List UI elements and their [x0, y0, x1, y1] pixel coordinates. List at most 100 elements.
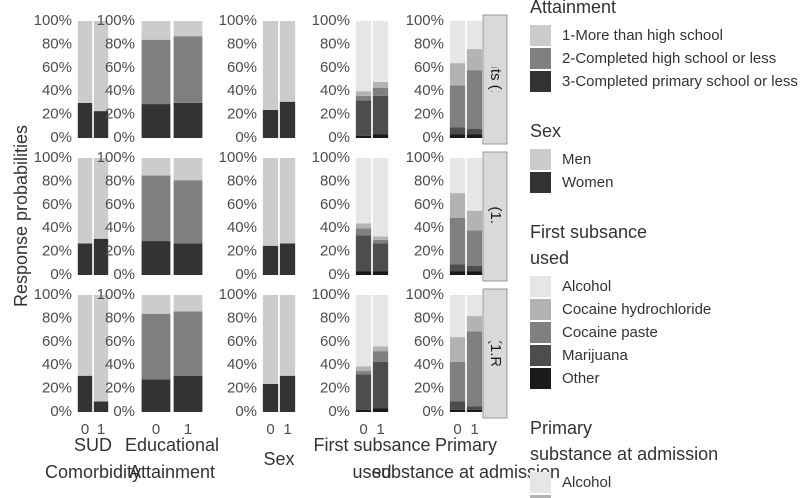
bar-segment [449, 264, 466, 272]
x-axis-title: Educational [125, 435, 219, 455]
bar-segment [77, 295, 93, 376]
bar-segment [77, 375, 93, 412]
bar-segment [372, 239, 389, 244]
y-tick-label: 80% [414, 35, 444, 52]
legend-title: substance at admission [530, 444, 718, 464]
bar-segment [372, 21, 389, 82]
legend-label: Men [562, 151, 591, 168]
bar-segment [372, 271, 389, 275]
y-tick-label: 0% [113, 266, 135, 283]
bar-segment [466, 406, 483, 410]
bar-segment [372, 295, 389, 347]
bar-segment [466, 210, 483, 231]
bar-segment [355, 223, 372, 229]
bar-segment [279, 158, 296, 244]
y-tick-label: 20% [320, 243, 350, 260]
bar-segment [173, 243, 203, 275]
bar-segment [449, 85, 466, 128]
legend-title: used [530, 248, 569, 268]
y-tick-label: 60% [227, 196, 257, 213]
bar-segment [449, 337, 466, 362]
x-tick-label: 1 [376, 421, 384, 438]
legend-title: First subsance [530, 222, 647, 242]
bar-segment [449, 193, 466, 218]
y-tick-label: 60% [320, 196, 350, 213]
bar-segment [372, 408, 389, 412]
bar-segment [372, 81, 389, 88]
y-tick-label: 20% [42, 106, 72, 123]
legend-swatch [530, 48, 551, 69]
y-tick-label: 40% [105, 356, 135, 373]
y-tick-label: 20% [227, 380, 257, 397]
x-tick-label: 1 [470, 421, 478, 438]
bar-segment [355, 21, 372, 92]
y-tick-label: 0% [235, 403, 257, 420]
y-tick-label: 0% [113, 403, 135, 420]
bar-segment [449, 21, 466, 64]
bar-segment [466, 21, 483, 50]
legend-title: Sex [530, 121, 561, 141]
strip-box [482, 288, 508, 419]
bar-segment [372, 158, 389, 237]
bar-segment [449, 295, 466, 338]
bar-segment [141, 158, 171, 176]
legend-label: 1-More than high school [562, 27, 723, 44]
bar-segment [466, 49, 483, 71]
legend-label: Women [562, 174, 613, 191]
y-tick-label: 40% [414, 356, 444, 373]
y-tick-label: 60% [414, 196, 444, 213]
y-tick-label: 0% [235, 129, 257, 146]
bar-segment [466, 128, 483, 135]
bar-segment [449, 409, 466, 412]
bar-segment [449, 217, 466, 265]
bar-segment [355, 91, 372, 96]
bar-segment [262, 158, 279, 246]
x-tick-label: 0 [81, 421, 89, 438]
bar-segment [93, 295, 109, 402]
bar-segment [466, 230, 483, 266]
bar-segment [449, 158, 466, 194]
x-axis-title: Primary [435, 435, 497, 455]
y-tick-label: 60% [320, 333, 350, 350]
bar-segment [77, 243, 93, 275]
bar-segment [355, 158, 372, 224]
bar-segment [262, 109, 279, 138]
y-tick-label: 20% [414, 106, 444, 123]
bar-segment [466, 331, 483, 407]
x-tick-label: 1 [97, 421, 105, 438]
x-tick-label: 0 [453, 421, 461, 438]
bar-segment [355, 371, 372, 375]
legend-title: Attainment [530, 0, 616, 17]
legend-swatch [530, 276, 551, 297]
bar-segment [262, 245, 279, 275]
bar-segment [93, 158, 109, 239]
y-tick-label: 80% [105, 35, 135, 52]
y-tick-label: 80% [320, 35, 350, 52]
y-tick-label: 80% [42, 35, 72, 52]
bar-segment [141, 175, 171, 242]
y-tick-label: 40% [320, 356, 350, 373]
bar-segment [466, 295, 483, 317]
bar-segment [173, 158, 203, 181]
bar-segment [173, 180, 203, 244]
y-tick-label: 0% [50, 403, 72, 420]
x-axis-title: used [352, 462, 391, 482]
bar-segment [449, 401, 466, 410]
y-tick-label: 20% [105, 243, 135, 260]
y-tick-label: 20% [320, 380, 350, 397]
y-tick-label: 80% [42, 172, 72, 189]
y-tick-label: 100% [97, 286, 135, 303]
bar-segment [173, 36, 203, 103]
y-tick-label: 100% [312, 12, 350, 29]
y-tick-label: 100% [406, 12, 444, 29]
bar-segment [77, 158, 93, 244]
y-tick-label: 0% [422, 266, 444, 283]
bar-segment [173, 102, 203, 138]
bar-segment [355, 235, 372, 272]
x-axis-title: First subsance [313, 435, 430, 455]
y-tick-label: 100% [34, 286, 72, 303]
bar-segment [372, 95, 389, 135]
legend-swatch [530, 322, 551, 343]
legend-swatch [530, 495, 551, 498]
